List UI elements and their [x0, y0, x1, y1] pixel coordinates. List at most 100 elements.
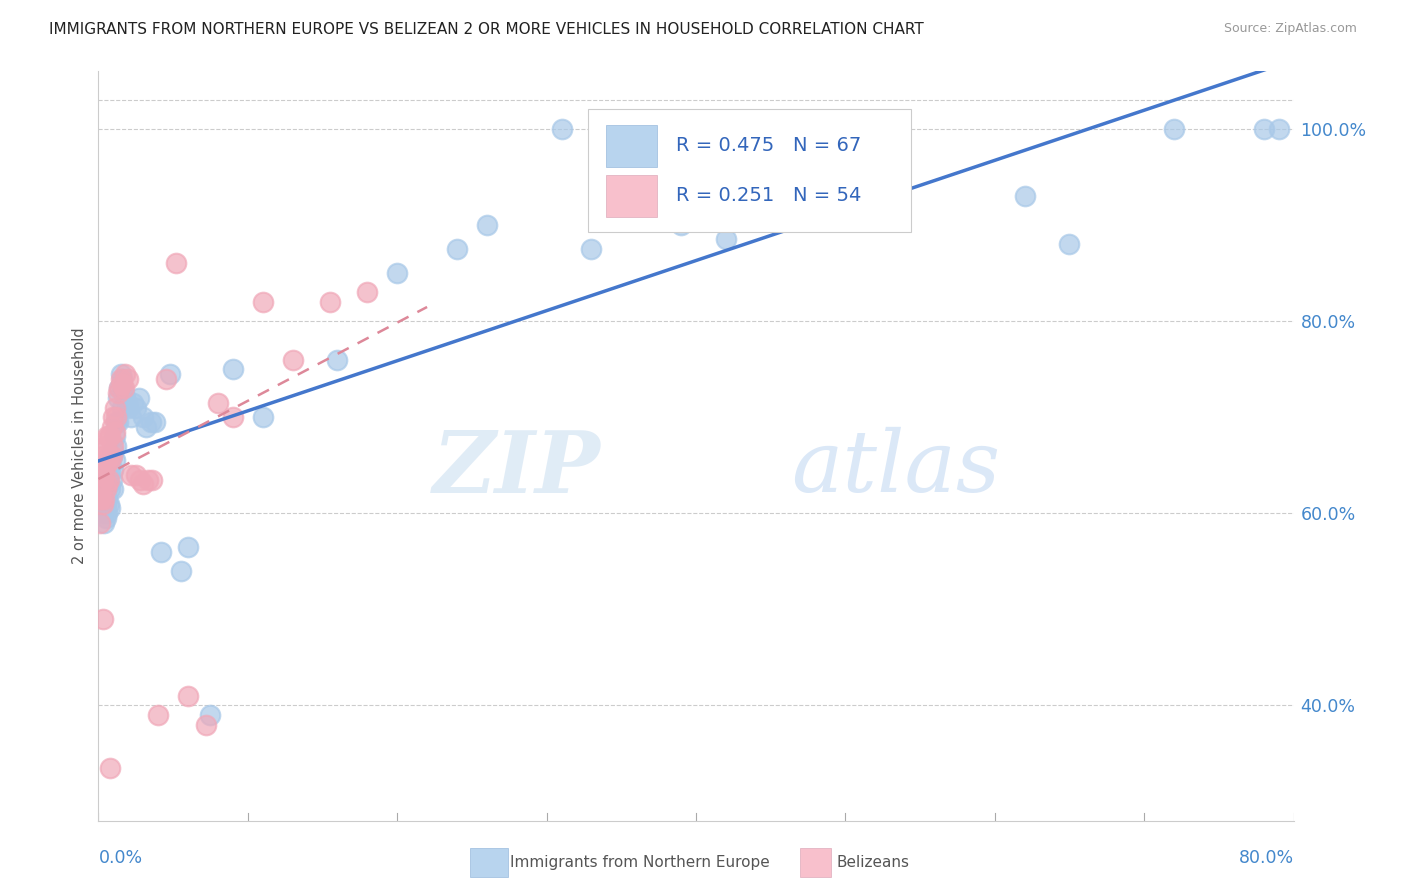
Point	[93, 467, 115, 482]
Point	[252, 410, 274, 425]
Point	[97, 429, 120, 443]
Point	[108, 381, 131, 395]
Point	[132, 477, 155, 491]
Point	[112, 386, 135, 401]
Point	[475, 218, 498, 232]
Point	[90, 467, 112, 482]
Point	[93, 443, 115, 458]
Point	[714, 232, 737, 246]
Point	[132, 410, 155, 425]
Point	[98, 761, 122, 775]
Point	[96, 491, 118, 506]
Point	[97, 477, 120, 491]
Point	[385, 266, 409, 280]
Point	[128, 391, 150, 405]
Point	[169, 564, 191, 578]
Point	[104, 453, 127, 467]
Point	[115, 396, 138, 410]
Point	[326, 352, 349, 367]
Point	[1014, 189, 1036, 203]
Point	[177, 689, 200, 703]
Point	[111, 372, 134, 386]
Point	[865, 122, 887, 136]
Point	[125, 401, 148, 415]
Point	[159, 367, 181, 381]
Point	[150, 544, 173, 558]
Point	[96, 429, 118, 443]
Point	[148, 708, 170, 723]
Point	[117, 401, 139, 415]
Text: R = 0.475   N = 67: R = 0.475 N = 67	[676, 136, 860, 155]
Point	[98, 429, 122, 443]
Point	[669, 218, 692, 232]
Point	[93, 516, 115, 530]
Point	[93, 491, 115, 506]
Point	[1253, 122, 1275, 136]
Text: atlas: atlas	[792, 427, 1001, 510]
Point	[111, 401, 134, 415]
Point	[103, 463, 125, 477]
Point	[97, 449, 120, 463]
Point	[98, 501, 122, 516]
Point	[104, 429, 127, 443]
Point	[165, 256, 187, 270]
Point	[103, 482, 125, 496]
Point	[98, 482, 122, 496]
Point	[101, 449, 124, 463]
Point	[110, 367, 132, 381]
Text: Immigrants from Northern Europe: Immigrants from Northern Europe	[510, 855, 770, 870]
Point	[155, 372, 177, 386]
Point	[446, 242, 468, 256]
Point	[356, 285, 378, 300]
Point	[103, 410, 125, 425]
Point	[105, 410, 128, 425]
Point	[104, 425, 127, 439]
Point	[93, 491, 115, 506]
Point	[143, 415, 166, 429]
Point	[107, 391, 129, 405]
Point	[91, 449, 114, 463]
Point	[98, 463, 122, 477]
Point	[177, 540, 200, 554]
Point	[1163, 122, 1185, 136]
Point	[834, 122, 856, 136]
Point	[125, 467, 148, 482]
Text: 0.0%: 0.0%	[98, 849, 142, 867]
Point	[120, 467, 142, 482]
Point	[101, 473, 124, 487]
FancyBboxPatch shape	[606, 125, 657, 167]
Point	[91, 497, 114, 511]
Text: R = 0.251   N = 54: R = 0.251 N = 54	[676, 186, 860, 205]
FancyBboxPatch shape	[606, 175, 657, 217]
Point	[120, 410, 142, 425]
Point	[90, 491, 112, 506]
Point	[101, 449, 124, 463]
Y-axis label: 2 or more Vehicles in Household: 2 or more Vehicles in Household	[72, 327, 87, 565]
Point	[94, 511, 117, 525]
FancyBboxPatch shape	[589, 109, 911, 233]
Point	[96, 477, 118, 491]
Point	[98, 453, 122, 467]
Point	[103, 439, 125, 453]
Point	[97, 473, 120, 487]
Point	[103, 443, 125, 458]
Point	[94, 482, 117, 496]
Point	[222, 410, 245, 425]
Point	[97, 497, 120, 511]
Point	[94, 497, 117, 511]
Point	[94, 482, 117, 496]
Point	[252, 294, 274, 309]
Point	[136, 473, 159, 487]
Point	[222, 362, 245, 376]
Point	[108, 381, 131, 395]
Point	[91, 473, 114, 487]
Point	[281, 352, 304, 367]
Point	[195, 717, 218, 731]
Text: IMMIGRANTS FROM NORTHERN EUROPE VS BELIZEAN 2 OR MORE VEHICLES IN HOUSEHOLD CORR: IMMIGRANTS FROM NORTHERN EUROPE VS BELIZ…	[49, 22, 924, 37]
Point	[114, 391, 136, 405]
Point	[89, 497, 111, 511]
Text: 80.0%: 80.0%	[1239, 849, 1294, 867]
Point	[135, 419, 157, 434]
Point	[581, 242, 603, 256]
Point	[94, 439, 117, 453]
